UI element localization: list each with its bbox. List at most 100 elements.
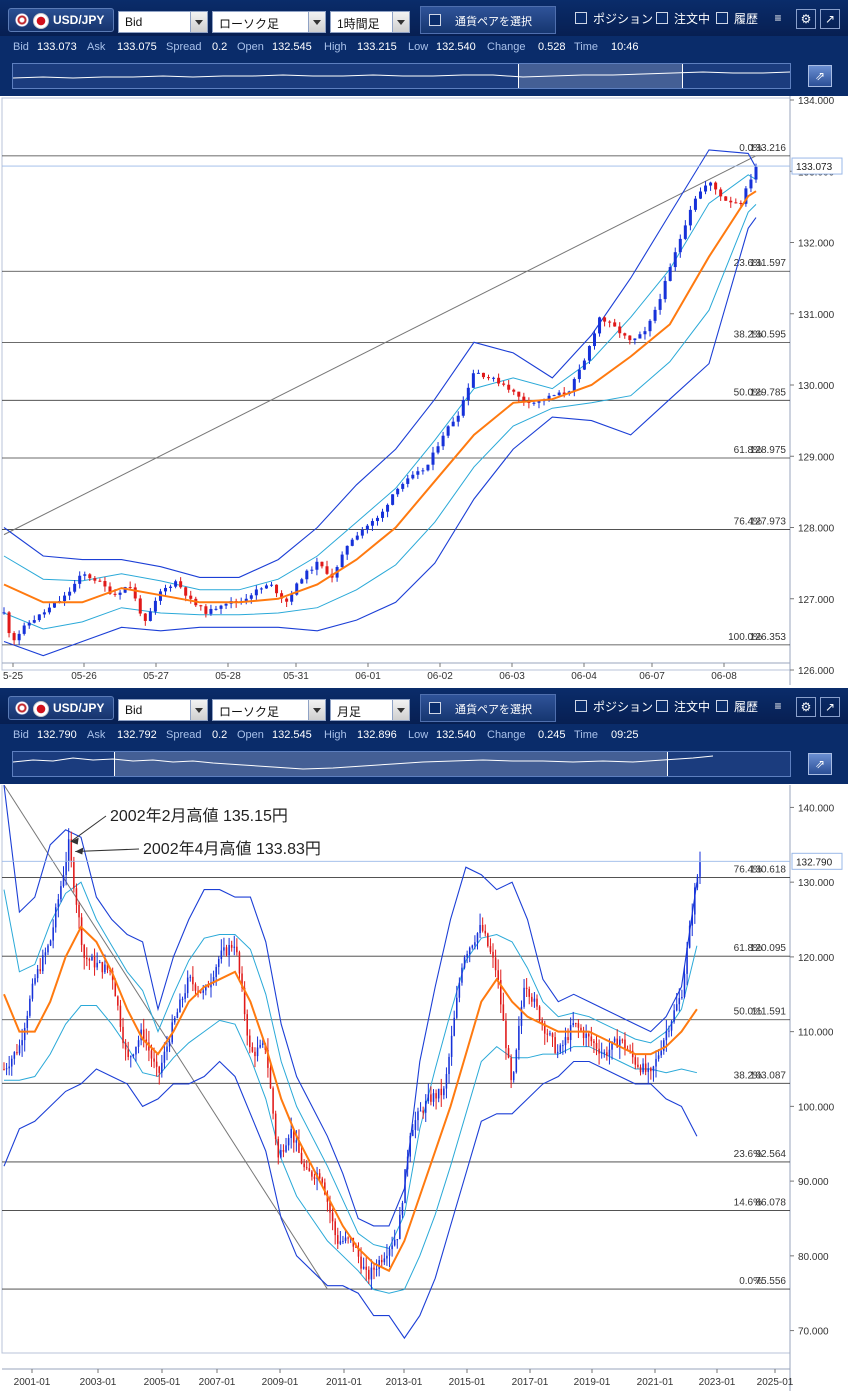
x-tick-label: 2021-01 (637, 1377, 674, 1388)
ask-value: 132.792 (117, 729, 157, 741)
toolbar: USD/JPY Bid ローソク足 月足 通貨ペアを選択 ポジション 注文中 履… (0, 688, 848, 724)
candle-body (186, 977, 189, 994)
candle-body (113, 593, 117, 595)
y-tick-label: 110.000 (798, 1028, 834, 1039)
popout-icon[interactable]: ↗ (820, 9, 840, 29)
monthly-chart[interactable]: 70.000 80.000 90.000 100.000 110.000 120.000 1… (0, 785, 848, 1394)
candle-body (754, 166, 758, 180)
price-type-select[interactable]: Bid (118, 11, 208, 33)
position-checkbox[interactable] (575, 700, 587, 712)
spread-value: 0.2 (212, 729, 228, 741)
candle-body (448, 1056, 450, 1075)
navigator-track[interactable] (12, 63, 791, 89)
candle-body (5, 1068, 8, 1070)
history-checkbox[interactable] (716, 12, 728, 24)
hourly-chart[interactable]: 126.000 127.000 128.000 129.000 130.000 131.0… (0, 96, 848, 685)
candle-body (98, 580, 102, 582)
candle-body (621, 1039, 624, 1041)
chart-style-value: ローソク足 (219, 705, 280, 719)
navigator-latest-button[interactable]: ⇗ (808, 65, 832, 87)
spread-label: Spread (166, 41, 202, 53)
select-pair-button[interactable]: 通貨ペアを選択 (420, 6, 556, 34)
history-label: 履歴 (734, 700, 759, 714)
chart-style-select[interactable]: ローソク足 (212, 699, 326, 721)
candle-body (303, 1163, 305, 1168)
candle-body (251, 1046, 254, 1052)
popout-icon[interactable]: ↗ (820, 697, 840, 717)
candle-body (321, 1178, 324, 1183)
candle-body (704, 185, 708, 192)
candle-body (124, 1043, 127, 1050)
timeframe-select[interactable]: 1時間足 (330, 11, 410, 33)
candle-body (153, 600, 157, 612)
position-label: ポジション (593, 700, 654, 714)
status-bar: Bid 133.073 Ask 133.075 Spread 0.2 Open … (0, 36, 848, 60)
gear-icon[interactable]: ⚙ (796, 9, 816, 29)
price-type-select[interactable]: Bid (118, 699, 208, 721)
candle-body (696, 876, 699, 888)
candle-body (492, 377, 496, 379)
chart-style-select[interactable]: ローソク足 (212, 11, 326, 33)
menu-icon[interactable]: ≡ (774, 699, 782, 713)
candle-body (355, 1246, 357, 1248)
time-value: 10:46 (611, 41, 639, 53)
orders-checkbox[interactable] (656, 12, 668, 24)
candle-body (698, 191, 702, 199)
symbol-button[interactable]: USD/JPY (8, 8, 114, 32)
candle-body (305, 570, 309, 580)
pair-checkbox[interactable] (429, 702, 441, 714)
position-checkbox[interactable] (575, 12, 587, 24)
candle-body (205, 985, 207, 991)
candle-body (65, 861, 67, 876)
low-label: Low (408, 729, 429, 741)
candle-body (512, 1072, 515, 1081)
candle-body (638, 334, 642, 339)
time-value: 09:25 (611, 729, 639, 741)
candle-body (145, 1039, 148, 1043)
x-tick-label: 2011-01 (326, 1377, 362, 1388)
select-pair-button[interactable]: 通貨ペアを選択 (420, 694, 556, 722)
candle-body (214, 608, 218, 610)
navigator-window[interactable] (114, 752, 668, 776)
symbol-button[interactable]: USD/JPY (8, 696, 114, 720)
candle-body (42, 955, 44, 972)
navigator-latest-button[interactable]: ⇗ (808, 753, 832, 775)
candle-body (510, 1057, 512, 1081)
pair-checkbox[interactable] (429, 14, 441, 26)
candle-body (308, 1168, 311, 1172)
candle-body (386, 1255, 388, 1259)
gear-icon[interactable]: ⚙ (796, 697, 816, 717)
candle-body (362, 1266, 365, 1269)
menu-icon[interactable]: ≡ (774, 11, 782, 25)
candle-body (611, 1041, 613, 1050)
candle-body (587, 1033, 590, 1037)
candle-body (118, 592, 122, 595)
candle-body (179, 581, 183, 588)
candle-body (714, 182, 718, 190)
navigator-window[interactable] (518, 64, 684, 88)
candle-body (643, 331, 647, 335)
bid-label: Bid (13, 729, 29, 741)
candle-body (678, 998, 681, 1005)
candle-body (683, 973, 686, 998)
y-tick-label: 129.000 (798, 452, 835, 463)
candle-body (380, 1260, 383, 1263)
candle-body (541, 1020, 543, 1024)
candle-body (236, 946, 238, 953)
y-tick-label: 131.000 (798, 310, 835, 321)
timeframe-select[interactable]: 月足 (330, 699, 410, 721)
navigator-track[interactable] (12, 751, 791, 777)
x-tick-label: 05-31 (283, 671, 309, 682)
orders-checkbox[interactable] (656, 700, 668, 712)
candle-body (220, 950, 223, 959)
chart-panel-1: USD/JPY Bid ローソク足 1時間足 通貨ペアを選択 ポジション 注文中… (0, 0, 848, 685)
ask-label: Ask (87, 41, 106, 53)
candle-body (691, 914, 694, 926)
history-checkbox[interactable] (716, 700, 728, 712)
candle-body (639, 1066, 642, 1073)
candle-body (642, 1063, 644, 1073)
candle-body (360, 529, 364, 536)
orders-label: 注文中 (674, 12, 711, 26)
candle-body (254, 589, 258, 596)
candle-body (142, 1029, 145, 1040)
